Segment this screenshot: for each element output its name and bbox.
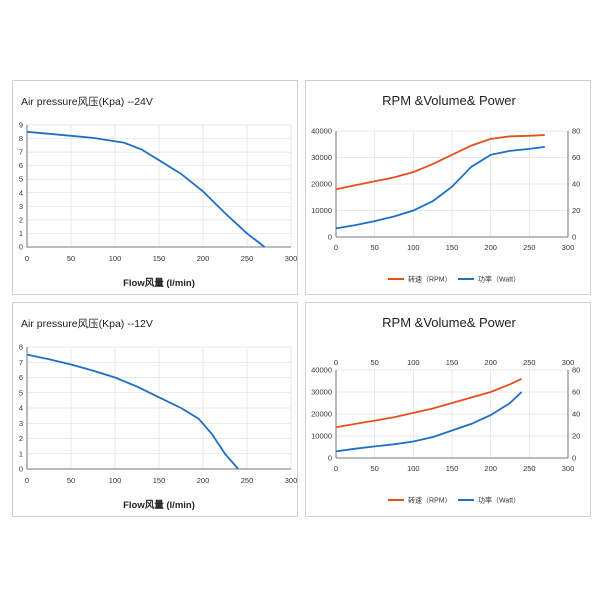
x-tick-label: 50 [370, 243, 378, 252]
x-tick-label: 300 [285, 254, 298, 263]
y-tick-label: 4 [19, 188, 23, 197]
legend-label: 转速（RPM） [408, 496, 452, 505]
y-tick-label: 40000 [311, 127, 332, 136]
y-tick-label: 2 [19, 215, 23, 224]
x-tick-label: 100 [109, 476, 122, 485]
y-tick-label: 6 [19, 373, 23, 382]
y-tick-label: 3 [19, 419, 23, 428]
x-tick-label-top: 200 [484, 358, 497, 367]
legend-label: 转速（RPM） [408, 275, 452, 284]
x-tick-label: 100 [407, 243, 420, 252]
y2-tick-label: 40 [572, 410, 580, 419]
pressure-line [26, 130, 266, 248]
rpm-line [335, 377, 522, 429]
rpm-line [335, 134, 545, 191]
y2-tick-label: 60 [572, 388, 580, 397]
y-tick-label: 0 [328, 233, 332, 242]
y-tick-label: 2 [19, 434, 23, 443]
x-tick-label: 50 [67, 476, 75, 485]
x-tick-label: 200 [197, 254, 210, 263]
y-tick-label: 8 [19, 343, 23, 352]
y-tick-label: 4 [19, 404, 23, 413]
rpm-power-chart-24v-svg: RPM &Volume& Power 0 10000 20000 30000 40000 0… [311, 93, 580, 284]
x-axis-label: Flow风量 (l/min) [123, 277, 195, 289]
y2-tick-label: 60 [572, 153, 580, 162]
x-tick-label: 150 [153, 476, 166, 485]
x-tick-label: 0 [25, 476, 29, 485]
y2-tick-label: 80 [572, 127, 580, 136]
x-tick-label: 0 [334, 464, 338, 473]
rpm-power-chart-12v-svg: RPM &Volume& Power0100002000030000400000… [311, 315, 580, 505]
x-tick-label: 50 [370, 464, 378, 473]
chart-title: Air pressure风压(Kpa) --24V [21, 96, 153, 108]
pressure-chart-24v: Air pressure风压(Kpa) --24V 0 1 2 3 4 5 6 7 8 9 0 50 10… [12, 80, 298, 295]
chart-title: RPM &Volume& Power [382, 93, 516, 108]
pressure-chart-12v-svg: Air pressure风压(Kpa) --12V 0 1 2 3 4 5 6 7 8 0 50 100… [19, 318, 298, 511]
chart-title: RPM &Volume& Power [382, 315, 516, 330]
x-tick-label: 50 [67, 254, 75, 263]
y2-tick-label: 80 [572, 366, 580, 375]
pressure-line [26, 353, 239, 470]
y-tick-label: 40000 [311, 366, 332, 375]
pressure-chart-12v: Air pressure风压(Kpa) --12V 0 1 2 3 4 5 6 7 8 0 50 100… [12, 302, 298, 517]
y-tick-label: 0 [19, 243, 23, 252]
x-tick-label: 100 [407, 464, 420, 473]
y2-tick-label: 0 [572, 233, 576, 242]
x-tick-label: 150 [446, 464, 459, 473]
x-tick-label-top: 300 [562, 358, 575, 367]
y-tick-label: 1 [19, 229, 23, 238]
y-tick-label: 20000 [311, 410, 332, 419]
x-tick-label-top: 150 [446, 358, 459, 367]
x-tick-label: 0 [334, 243, 338, 252]
y-tick-label: 3 [19, 202, 23, 211]
x-tick-label: 150 [446, 243, 459, 252]
y-tick-label: 20000 [311, 180, 332, 189]
power-line [335, 146, 545, 230]
power-line [335, 391, 523, 453]
chart-title: Air pressure风压(Kpa) --12V [21, 318, 153, 330]
y2-tick-label: 20 [572, 432, 580, 441]
y-tick-label: 6 [19, 161, 23, 170]
y2-tick-label: 0 [572, 454, 576, 463]
y2-tick-label: 40 [572, 180, 580, 189]
y-tick-label: 7 [19, 148, 23, 157]
x-tick-label: 200 [197, 476, 210, 485]
x-tick-label: 300 [562, 243, 575, 252]
rpm-power-chart-12v: RPM &Volume& Power 0 10000 20000 30000 40000 0… [305, 302, 591, 517]
x-tick-label: 300 [285, 476, 298, 485]
x-tick-label: 250 [241, 254, 254, 263]
y2-tick-label: 20 [572, 206, 580, 215]
y-tick-label: 8 [19, 134, 23, 143]
x-tick-label-top: 250 [523, 358, 536, 367]
y-tick-label: 0 [328, 454, 332, 463]
x-axis-label: Flow风量 (l/min) [123, 499, 195, 511]
x-tick-label: 250 [523, 464, 536, 473]
x-tick-label: 100 [109, 254, 122, 263]
y-tick-label: 30000 [311, 153, 332, 162]
y-tick-label: 0 [19, 465, 23, 474]
legend-label: 功率（Watt） [478, 496, 520, 505]
x-tick-label: 150 [153, 254, 166, 263]
x-tick-label: 200 [484, 464, 497, 473]
y-tick-label: 7 [19, 358, 23, 367]
x-tick-label-top: 100 [407, 358, 420, 367]
x-tick-label: 200 [484, 243, 497, 252]
x-tick-label-top: 0 [334, 358, 338, 367]
y-tick-label: 9 [19, 121, 23, 130]
y-tick-label: 30000 [311, 388, 332, 397]
x-tick-label: 300 [562, 464, 575, 473]
rpm-power-chart-24v: RPM &Volume& Power 0 10000 20000 30000 40000 0… [305, 80, 591, 295]
y-tick-label: 10000 [311, 432, 332, 441]
x-tick-label-top: 50 [370, 358, 378, 367]
legend-label: 功率（Watt） [478, 275, 520, 284]
x-tick-label: 250 [241, 476, 254, 485]
y-tick-label: 10000 [311, 206, 332, 215]
y-tick-label: 5 [19, 175, 23, 184]
y-tick-label: 5 [19, 388, 23, 397]
x-tick-label: 0 [25, 254, 29, 263]
x-tick-label: 250 [523, 243, 536, 252]
y-tick-label: 1 [19, 449, 23, 458]
